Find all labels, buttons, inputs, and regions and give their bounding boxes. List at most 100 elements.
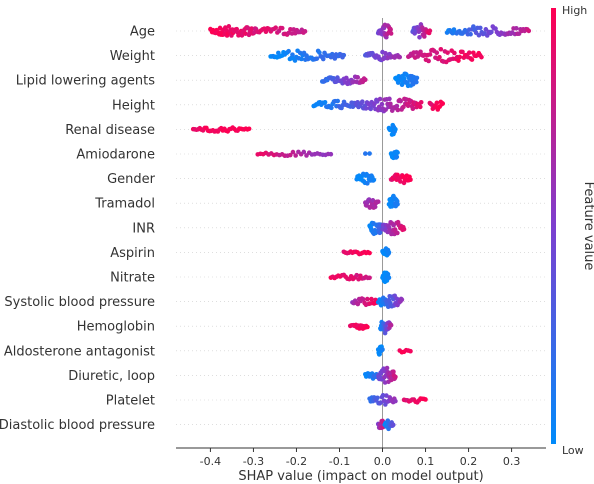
shap-point [331, 76, 336, 81]
shap-point [363, 106, 369, 111]
shap-point [489, 29, 494, 35]
shap-point [445, 50, 450, 55]
feature-label: Renal disease [65, 123, 155, 138]
shap-point [393, 127, 398, 132]
shap-point [377, 96, 383, 102]
shap-point [440, 101, 446, 106]
colorbar-gradient [551, 8, 556, 444]
shap-point [350, 104, 356, 110]
shap-point [391, 369, 396, 375]
shap-point [456, 58, 461, 63]
shap-point [452, 50, 457, 56]
feature-label: Systolic blood pressure [4, 295, 155, 310]
shap-point [276, 50, 281, 56]
x-axis: -0.4 -0.3 -0.2 -0.1 0.0 0.1 0.2 0.3 [176, 447, 546, 468]
x-axis-title: SHAP value (impact on model output) [238, 469, 483, 484]
x-tick-label: 0.0 [374, 455, 392, 468]
shap-point [263, 29, 269, 35]
shap-point [375, 199, 381, 204]
shap-point [387, 96, 392, 102]
x-tick-label: -0.1 [329, 455, 350, 468]
shap-point [363, 151, 368, 156]
shap-point [434, 50, 440, 56]
feature-labels: Age Weight Lipid lowering agents Height Rena… [0, 25, 156, 434]
shap-point [457, 54, 463, 60]
shap-point [418, 100, 424, 105]
shap-point [367, 275, 372, 281]
x-tick-label: 0.2 [460, 455, 478, 468]
x-tick-label: 0.1 [417, 455, 435, 468]
shap-point [460, 49, 465, 55]
shap-point [386, 250, 392, 255]
shap-point [314, 56, 320, 61]
shap-point [471, 24, 476, 29]
shap-point [371, 177, 377, 183]
feature-label: Diastolic blood pressure [0, 418, 155, 433]
shap-point [279, 25, 285, 31]
shap-point [369, 296, 374, 302]
shap-point [384, 393, 389, 398]
shap-point [335, 98, 341, 104]
shap-point [370, 198, 376, 203]
shap-point [288, 26, 293, 32]
feature-label: Amiodarone [76, 148, 155, 163]
shap-point [365, 296, 370, 302]
feature-label: Tramadol [94, 197, 155, 212]
shap-point [328, 151, 334, 157]
shap-point [516, 31, 522, 36]
shap-point [302, 29, 308, 34]
shap-point [398, 179, 403, 184]
shap-point [388, 322, 394, 328]
feature-label: Diuretic, loop [68, 369, 155, 384]
shap-point [365, 324, 370, 330]
shap-point [394, 154, 400, 160]
shap-point [399, 297, 405, 302]
shap-point [287, 152, 293, 158]
shap-point [438, 46, 444, 52]
shap-point [360, 296, 366, 302]
feature-label: Aspirin [110, 246, 155, 261]
feature-label: Age [130, 25, 155, 40]
shap-point [393, 374, 398, 380]
shap-point [341, 52, 347, 58]
shap-point [365, 181, 370, 186]
shap-point [414, 75, 420, 81]
shap-point [386, 275, 392, 281]
shap-point [226, 24, 232, 29]
shap-point [301, 149, 307, 155]
shap-point [368, 106, 374, 112]
shap-point [427, 28, 433, 34]
dots-group [176, 22, 546, 432]
shap-point [320, 56, 326, 62]
colorbar-low-label: Low [562, 444, 584, 457]
shap-point [478, 25, 483, 31]
shap-point [382, 380, 388, 385]
shap-point [405, 103, 411, 109]
shap-point [360, 99, 365, 104]
shap-point [422, 34, 427, 39]
shap-point [395, 107, 401, 113]
feature-label: Platelet [106, 394, 155, 409]
feature-label: Gender [107, 172, 156, 187]
colorbar-title: Feature value [581, 182, 594, 271]
shap-point [217, 25, 223, 31]
feature-label: Aldosterone antagonist [4, 344, 155, 359]
feature-label: Lipid lowering agents [16, 74, 155, 89]
shap-point [385, 418, 391, 423]
shap-point [514, 25, 519, 31]
shap-point [434, 100, 440, 106]
shap-point [356, 276, 361, 282]
shap-point [388, 27, 393, 32]
shap-point [423, 397, 428, 402]
shap-point [355, 75, 361, 80]
feature-label: Nitrate [110, 271, 155, 286]
shap-point [384, 365, 390, 371]
shap-point [377, 230, 383, 235]
shap-point [427, 52, 433, 57]
shap-point [398, 98, 403, 104]
x-tick-label: -0.3 [243, 455, 264, 468]
shap-point [293, 153, 298, 158]
shap-point [317, 50, 322, 55]
shap-point [290, 149, 296, 155]
